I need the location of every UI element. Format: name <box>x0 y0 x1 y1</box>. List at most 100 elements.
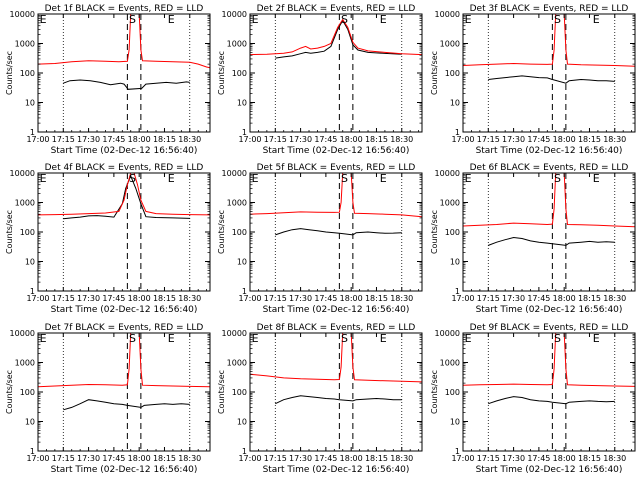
marker-label-left: E <box>465 332 472 345</box>
x-tick-label: 18:00 <box>340 135 363 144</box>
y-tick-label: 10000 <box>222 329 247 338</box>
y-tick-label: 10000 <box>435 169 460 178</box>
events-series-line <box>63 174 190 220</box>
events-series-line <box>275 19 402 59</box>
marker-label-mid: S <box>341 172 348 185</box>
y-tick-label: 1000 <box>227 199 247 208</box>
x-tick-label: 17:45 <box>102 294 125 303</box>
y-axis-label: Counts/sec <box>217 370 226 414</box>
x-axis-label: Start Time (02-Dec-12 16:56:40) <box>476 305 623 315</box>
y-tick-label: 1000 <box>15 199 35 208</box>
x-tick-label: 18:30 <box>390 454 413 463</box>
x-tick-label: 18:30 <box>603 294 626 303</box>
x-tick-label: 17:45 <box>102 135 125 144</box>
marker-label-right: E <box>168 13 175 26</box>
x-tick-label: 17:15 <box>477 454 500 463</box>
x-axis-label: Start Time (02-Dec-12 16:56:40) <box>51 146 198 156</box>
lld-series-line <box>250 173 422 218</box>
y-axis-label: Counts/sec <box>5 51 14 95</box>
y-tick-label: 1000 <box>15 40 35 49</box>
y-axis-label: Counts/sec <box>430 370 439 414</box>
x-tick-label: 18:15 <box>153 454 176 463</box>
marker-label-mid: S <box>554 172 561 185</box>
marker-label-left: E <box>40 332 47 345</box>
marker-label-mid: S <box>554 332 561 345</box>
panel-title: Det 2f BLACK = Events, RED = LLD <box>257 4 416 14</box>
x-tick-label: 17:45 <box>527 294 550 303</box>
x-tick-label: 17:00 <box>451 454 474 463</box>
x-tick-label: 17:00 <box>451 294 474 303</box>
plot-frame <box>37 13 211 133</box>
x-axis-label: Start Time (02-Dec-12 16:56:40) <box>263 305 410 315</box>
y-tick-label: 10 <box>237 99 247 108</box>
lld-series-line <box>463 14 635 67</box>
plot-frame <box>249 172 423 292</box>
x-tick-label: 17:15 <box>264 294 287 303</box>
marker-label-right: E <box>593 172 600 185</box>
plot-frame <box>462 13 636 133</box>
plot-frame <box>249 332 423 452</box>
panel-title: Det 5f BLACK = Events, RED = LLD <box>257 163 416 173</box>
lld-series-line <box>250 18 422 56</box>
x-tick-label: 18:30 <box>390 294 413 303</box>
y-tick-label: 1 <box>30 447 35 456</box>
y-tick-label: 1000 <box>15 359 35 368</box>
y-tick-label: 1000 <box>440 199 460 208</box>
marker-label-left: E <box>252 172 259 185</box>
x-tick-label: 17:00 <box>238 454 261 463</box>
marker-label-right: E <box>593 332 600 345</box>
marker-label-mid: S <box>129 172 136 185</box>
marker-label-left: E <box>465 13 472 26</box>
x-tick-label: 18:15 <box>365 454 388 463</box>
y-tick-label: 10 <box>237 258 247 267</box>
y-tick-label: 10 <box>25 418 35 427</box>
marker-label-left: E <box>252 13 259 26</box>
marker-label-left: E <box>252 332 259 345</box>
x-tick-label: 17:00 <box>26 294 49 303</box>
events-series-line <box>488 396 615 405</box>
y-axis-label: Counts/sec <box>217 210 226 254</box>
x-tick-label: 17:15 <box>52 135 75 144</box>
x-tick-label: 17:00 <box>238 294 261 303</box>
plot-frame <box>462 172 636 292</box>
marker-label-mid: S <box>129 332 136 345</box>
y-tick-label: 10000 <box>10 329 35 338</box>
y-tick-label: 1000 <box>227 40 247 49</box>
panel-title: Det 1f BLACK = Events, RED = LLD <box>45 4 204 14</box>
panel-title: Det 3f BLACK = Events, RED = LLD <box>470 4 629 14</box>
lld-series-line <box>38 14 210 69</box>
x-axis-label: Start Time (02-Dec-12 16:56:40) <box>476 465 623 475</box>
x-tick-label: 17:15 <box>477 135 500 144</box>
x-tick-label: 17:45 <box>314 135 337 144</box>
x-axis-label: Start Time (02-Dec-12 16:56:40) <box>51 465 198 475</box>
y-tick-label: 1 <box>455 447 460 456</box>
x-tick-label: 17:30 <box>289 294 312 303</box>
x-tick-label: 18:00 <box>553 135 576 144</box>
x-tick-label: 17:15 <box>477 294 500 303</box>
y-tick-label: 1 <box>242 287 247 296</box>
marker-label-mid: S <box>129 13 136 26</box>
y-axis-label: Counts/sec <box>217 51 226 95</box>
x-tick-label: 18:30 <box>178 454 201 463</box>
x-tick-label: 18:00 <box>128 454 151 463</box>
events-series-line <box>275 395 402 405</box>
events-series-line <box>275 228 402 236</box>
x-tick-label: 18:00 <box>553 294 576 303</box>
marker-label-mid: S <box>554 13 561 26</box>
x-tick-label: 17:30 <box>289 135 312 144</box>
x-tick-label: 17:15 <box>52 454 75 463</box>
x-axis-label: Start Time (02-Dec-12 16:56:40) <box>51 305 198 315</box>
x-tick-label: 17:00 <box>451 135 474 144</box>
marker-label-right: E <box>380 13 387 26</box>
y-tick-label: 1000 <box>227 359 247 368</box>
y-tick-label: 100 <box>20 69 35 78</box>
x-tick-label: 18:15 <box>365 294 388 303</box>
x-tick-label: 17:45 <box>102 454 125 463</box>
y-axis-label: Counts/sec <box>5 370 14 414</box>
